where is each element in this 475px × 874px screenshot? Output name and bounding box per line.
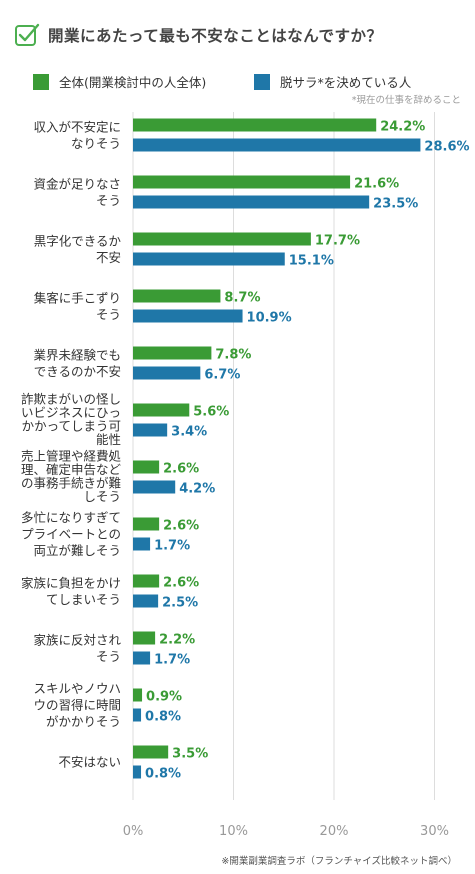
bar [133,309,243,323]
legend-item-quit-job: 脱サラ*を決めている人 [254,72,411,91]
chart-title-group: 開業にあたって最も不安なことはなんですか？ [14,18,382,52]
category-label: 不安 [96,250,121,265]
legend-footnote: *現在の仕事を辞めること [351,95,461,106]
category-label: そう [96,649,121,664]
legend-item-overall: 全体(開業検討中の人全体) [33,72,206,91]
bar [133,765,142,779]
category-label: そう [96,193,121,208]
data-label: 2.6% [163,462,199,477]
data-label: 8.7% [224,291,260,306]
bar [133,252,285,266]
bar [133,745,169,759]
data-label: 24.2% [380,120,425,135]
data-label: 1.7% [154,539,190,554]
bar [133,480,176,494]
x-tick-label: 0% [123,824,144,839]
category-label: がかかりそう [46,714,121,729]
data-label: 4.2% [179,482,215,497]
data-label: 2.6% [163,519,199,534]
data-label: 7.8% [215,348,251,363]
data-label: 15.1% [289,254,334,269]
category-label: いビジネスにひっ [21,405,121,420]
bar [133,118,377,132]
category-label: できるのか不安 [34,364,121,379]
bar [133,651,151,665]
legend-swatch-quit-job [254,73,270,90]
bar [133,289,221,303]
data-label: 3.4% [171,425,207,440]
data-label: 5.6% [193,405,229,420]
bar [133,423,168,437]
legend-label-quit-job: 脱サラ*を決めている人 [280,75,412,90]
data-label: 1.7% [154,653,190,668]
bar [133,138,421,152]
category-label: かかってしまう可 [22,419,121,434]
category-label: 売上管理や経費処 [21,449,122,464]
data-label: 28.6% [424,140,469,155]
category-label: 多忙になりすぎて [21,510,121,525]
category-label: 能性 [96,432,121,447]
x-tick-label: 30% [420,824,449,839]
category-label: 黒字化できるか [34,233,122,248]
bar [133,195,370,209]
category-label: しそう [83,489,121,504]
bar [133,574,160,588]
data-label: 10.9% [247,311,292,326]
bar [133,175,351,189]
bar [133,631,156,645]
data-label: 3.5% [172,747,208,762]
category-label: 資金が足りなさ [33,176,121,191]
bar [133,537,151,551]
category-label: 収入が不安定に [33,119,121,134]
category-label: 詐欺まがいの怪し [21,392,121,407]
bar [133,688,143,702]
data-label: 23.5% [373,197,418,212]
category-label: 両立が難しそう [33,543,121,558]
category-label: 不安はない [58,755,121,770]
data-label: 2.2% [159,633,195,648]
category-label: ウの習得に時間 [33,698,121,713]
data-label: 6.7% [204,368,240,383]
data-label: 21.6% [354,177,399,192]
checkbox-icon [15,23,40,46]
data-label: 0.8% [145,767,181,782]
chart-title: 開業にあたって最も不安なことはなんですか？ [48,27,383,45]
bar [133,517,160,531]
data-label: 2.5% [162,596,198,611]
category-label: なりそう [71,136,121,151]
x-tick-label: 10% [219,824,248,839]
category-label: 家族に反対され [33,632,121,647]
category-label: そう [96,307,121,322]
category-label: 集客に手こずり [34,290,121,305]
category-label: 理、確定申告など [21,462,122,477]
data-label: 17.7% [315,234,360,249]
legend: 全体(開業検討中の人全体) 脱サラ*を決めている人 *現在の仕事を辞めること [0,72,475,112]
legend-swatch-overall [33,73,49,90]
bar [133,346,212,360]
bar [133,708,142,722]
category-label: てしまいそう [46,592,121,607]
legend-label-overall: 全体(開業検討中の人全体) [59,75,207,90]
bar [133,594,159,608]
category-label: スキルやノウハ [33,681,121,696]
bar [133,232,311,246]
bar [133,460,160,474]
category-label: プライベートとの [21,527,121,542]
category-label: 家族に負担をかけ [21,575,121,590]
data-label: 0.8% [145,710,181,725]
source-note: ※開業副業調査ラボ（フランチャイズ比較ネット調べ） [221,856,457,867]
bar [133,366,201,380]
data-label: 0.9% [146,690,182,705]
x-tick-label: 20% [320,824,349,839]
data-label: 2.6% [163,576,199,591]
category-label: の事務手続きが難 [21,476,121,491]
bar [133,403,190,417]
category-label: 業界未経験でも [33,347,121,362]
